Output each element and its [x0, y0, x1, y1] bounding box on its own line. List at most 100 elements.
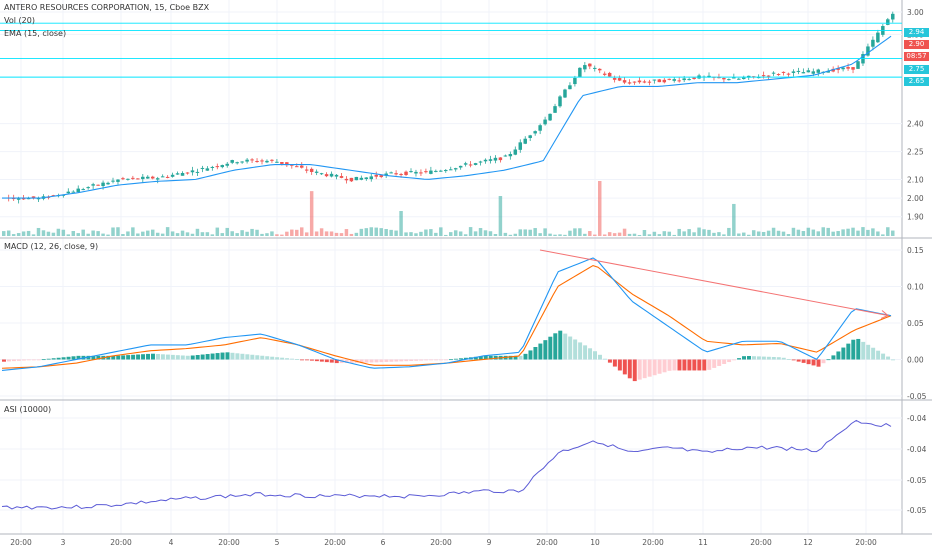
- candle-body: [195, 171, 200, 173]
- candle-body: [245, 159, 249, 162]
- macd-histogram-bar: [761, 356, 766, 360]
- macd-histogram-bar: [478, 356, 483, 360]
- volume-bar: [836, 231, 840, 236]
- volume-bar: [81, 229, 85, 236]
- candle-body: [523, 138, 527, 144]
- macd-histogram-bar: [563, 333, 568, 360]
- volume-bar: [518, 229, 523, 236]
- candle-body: [602, 73, 607, 75]
- macd-histogram-bar: [16, 359, 21, 361]
- candle-body: [627, 82, 632, 84]
- macd-histogram-bar: [285, 358, 290, 360]
- volume-bar: [766, 230, 771, 236]
- macd-histogram-bar: [329, 359, 334, 363]
- volume-bar: [523, 229, 527, 236]
- macd-histogram-bar: [846, 343, 851, 360]
- macd-histogram-bar: [632, 359, 637, 382]
- candle-body: [528, 135, 532, 138]
- candle-body: [538, 125, 542, 131]
- volume-bar: [165, 227, 170, 236]
- volume-bar: [314, 231, 319, 236]
- macd-histogram-bar: [51, 358, 56, 360]
- volume-bar: [429, 229, 433, 236]
- vol-indicator-label[interactable]: Vol (20): [4, 16, 35, 25]
- macd-histogram-bar: [533, 347, 538, 360]
- macd-histogram-bar: [170, 354, 175, 360]
- macd-histogram-bar: [429, 359, 434, 361]
- volume-bar: [374, 227, 378, 236]
- ema-indicator-label[interactable]: EMA (15, close): [4, 29, 67, 38]
- candle-body: [220, 165, 225, 168]
- candle-body: [190, 170, 195, 173]
- candle-body: [136, 178, 140, 180]
- macd-histogram-bar: [508, 355, 513, 360]
- candle-body: [180, 173, 185, 176]
- volume-bar: [76, 233, 80, 236]
- volume-bar: [180, 230, 185, 236]
- macd-histogram-bar: [831, 355, 836, 360]
- candle-body: [578, 67, 582, 77]
- volume-bar: [533, 228, 537, 236]
- volume-bar: [821, 227, 825, 236]
- macd-histogram-bar: [190, 355, 195, 360]
- macd-histogram-bar: [732, 359, 737, 361]
- macd-histogram-bar: [642, 359, 647, 379]
- candle-body: [672, 79, 676, 81]
- macd-histogram-bar: [672, 359, 677, 371]
- volume-bar: [324, 231, 329, 236]
- macd-histogram-bar: [722, 359, 727, 365]
- asi-pane-title[interactable]: ASI (10000): [4, 405, 52, 414]
- price-tag-2-65: 2.65: [904, 77, 929, 86]
- candle-body: [379, 175, 383, 178]
- macd-histogram-bar: [314, 359, 319, 362]
- macd-histogram-bar: [588, 348, 593, 360]
- macd-pane-title[interactable]: MACD (12, 26, close, 9): [4, 242, 99, 251]
- volume-bar: [737, 233, 741, 236]
- macd-histogram-bar: [409, 359, 414, 361]
- volume-bar: [359, 228, 364, 236]
- candle-body: [344, 178, 349, 181]
- volume-bar: [151, 229, 155, 236]
- candle-body: [270, 159, 274, 161]
- volume-bar: [111, 227, 115, 236]
- volume-bar: [756, 231, 761, 236]
- macd-histogram-bar: [195, 355, 200, 360]
- candle-body: [255, 161, 259, 163]
- candle-body: [677, 80, 681, 82]
- volume-bar: [41, 230, 46, 236]
- volume-bar: [806, 227, 811, 236]
- macd-histogram-bar: [523, 353, 528, 360]
- price-axis-label: 2.10: [907, 175, 924, 184]
- candle-body: [682, 78, 686, 81]
- candle-body: [722, 77, 726, 80]
- macd-histogram-bar: [871, 347, 876, 360]
- time-axis-label: 20:00: [855, 538, 877, 547]
- macd-histogram-bar: [488, 355, 493, 360]
- macd-histogram-bar: [747, 356, 751, 360]
- candle-body: [275, 161, 279, 163]
- macd-axis-label: 0.05: [907, 319, 924, 328]
- volume-bar: [627, 233, 632, 236]
- candle-body: [513, 149, 518, 155]
- macd-histogram-bar: [439, 359, 444, 361]
- macd-histogram-bar: [612, 359, 617, 367]
- candle-body: [652, 79, 657, 81]
- asi-axis-label: -0.05: [907, 476, 927, 485]
- macd-histogram-bar: [876, 350, 881, 360]
- macd-histogram-bar: [121, 355, 126, 360]
- macd-histogram-bar: [891, 359, 896, 361]
- volume-bar: [866, 229, 870, 236]
- candle-body: [598, 68, 602, 71]
- volume-bar: [121, 234, 125, 236]
- volume-bar: [205, 232, 210, 236]
- symbol-title: ANTERO RESOURCES CORPORATION, 15, Cboe B…: [4, 3, 210, 12]
- volume-bar: [86, 233, 90, 236]
- volume-bar: [240, 230, 244, 236]
- macd-histogram-bar: [180, 355, 185, 360]
- macd-histogram-bar: [538, 343, 543, 360]
- candle-body: [533, 131, 537, 134]
- volume-bar: [771, 227, 776, 236]
- candle-body: [235, 162, 239, 164]
- macd-histogram-bar: [816, 359, 821, 367]
